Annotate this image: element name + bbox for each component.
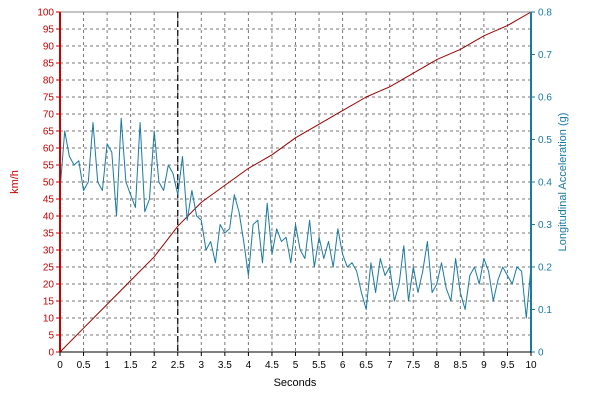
x-tick-label: 0 — [57, 360, 63, 371]
y-left-tick-label: 100 — [37, 8, 54, 19]
x-tick-label: 3 — [199, 360, 205, 371]
grid — [59, 11, 532, 353]
x-tick-label: 6.5 — [359, 360, 373, 371]
acceleration-series-line — [59, 117, 532, 319]
y-right-tick-label: 0.8 — [538, 8, 552, 19]
x-tick-label: 9.5 — [500, 360, 514, 371]
x-tick-label: 9 — [481, 360, 487, 371]
speed-series-line — [59, 11, 532, 353]
y-right-tick-label: 0.1 — [538, 305, 552, 316]
y-left-tick-label: 20 — [43, 280, 55, 291]
x-tick-label: 10 — [525, 360, 537, 371]
x-axis-label: Seconds — [274, 377, 317, 389]
y-right-tick-label: 0.2 — [538, 263, 552, 274]
y-left-tick-label: 60 — [43, 144, 55, 155]
y-left-tick-label: 70 — [43, 110, 55, 121]
y-left-tick-label: 0 — [48, 348, 54, 359]
x-tick-label: 1 — [104, 360, 110, 371]
y-left-tick-label: 10 — [43, 314, 55, 325]
x-tick-label: 3.5 — [218, 360, 232, 371]
x-tick-label: 4 — [246, 360, 252, 371]
series-group — [59, 11, 532, 353]
y-left-tick-label: 95 — [43, 25, 55, 36]
y-left-tick-label: 75 — [43, 93, 55, 104]
y-left-tick-label: 55 — [43, 161, 55, 172]
y-axis-left-label: km/h — [9, 170, 21, 194]
y-right-tick-label: 0.6 — [538, 93, 552, 104]
y-left-tick-label: 30 — [43, 246, 55, 257]
y-right-tick-label: 0.3 — [538, 220, 552, 231]
y-right-tick-label: 0.5 — [538, 135, 552, 146]
y-left-tick-label: 85 — [43, 59, 55, 70]
y-left-tick-label: 45 — [43, 195, 55, 206]
x-tick-label: 7 — [387, 360, 393, 371]
x-tick-label: 2.5 — [171, 360, 185, 371]
x-tick-label: 0.5 — [77, 360, 91, 371]
y-left-tick-label: 65 — [43, 127, 55, 138]
y-left-tick-label: 90 — [43, 42, 55, 53]
x-tick-label: 1.5 — [124, 360, 138, 371]
y-left-tick-label: 80 — [43, 76, 55, 87]
x-tick-label: 6 — [340, 360, 346, 371]
axes: 0510152025303540455055606570758085909510… — [37, 8, 552, 372]
y-left-tick-label: 15 — [43, 297, 55, 308]
x-tick-label: 5 — [293, 360, 299, 371]
y-right-tick-label: 0.4 — [538, 178, 552, 189]
x-tick-label: 4.5 — [265, 360, 279, 371]
x-tick-label: 7.5 — [406, 360, 420, 371]
x-tick-label: 8.5 — [453, 360, 467, 371]
x-tick-label: 8 — [434, 360, 440, 371]
y-axis-right-label: Longitudinal Acceleration (g) — [557, 113, 569, 252]
y-left-tick-label: 5 — [48, 331, 54, 342]
y-left-tick-label: 50 — [43, 178, 55, 189]
y-left-tick-label: 35 — [43, 229, 55, 240]
y-left-tick-label: 25 — [43, 263, 55, 274]
y-right-tick-label: 0.7 — [538, 50, 552, 61]
y-right-tick-label: 0 — [538, 348, 544, 359]
x-tick-label: 2 — [151, 360, 157, 371]
x-tick-label: 5.5 — [312, 360, 326, 371]
y-left-tick-label: 40 — [43, 212, 55, 223]
